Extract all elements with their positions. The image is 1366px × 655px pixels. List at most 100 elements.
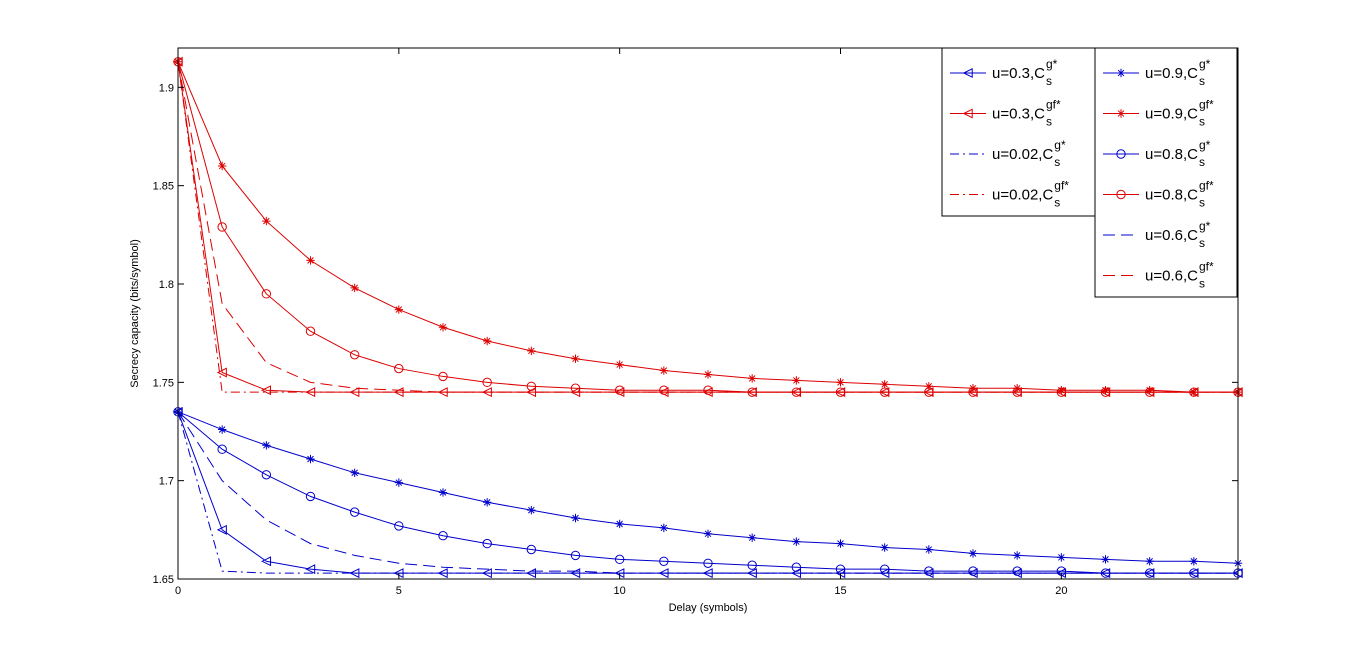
series-point-5-8: [527, 346, 536, 356]
series-point-5-6: [438, 323, 448, 332]
legend-sub-5: s: [1199, 115, 1205, 129]
series-point-6-1: [217, 444, 227, 454]
series-point-4-9: [571, 513, 580, 523]
legend-entry-8: u=0.6,Cg* s: [1103, 219, 1211, 250]
legend-sub-6: s: [1199, 155, 1205, 169]
legend-marker-0: [962, 67, 973, 79]
y-tick-label-4: 1.85: [153, 181, 174, 193]
series-point-7-8: [526, 381, 537, 391]
series-point-4-4: [350, 468, 359, 477]
series-point-0-3: [305, 564, 316, 575]
series-point-6-12: [703, 558, 713, 568]
legend: u=0.3,Cg*su=0.3,Cgf*su=0.02,Cg*su=0.02,C…: [941, 47, 1238, 298]
legend-marker-5: [1116, 109, 1126, 118]
series-line-2: [177, 411, 1238, 574]
y-axis-label: Secrecy capacity (bits/symbol): [129, 239, 141, 388]
y-tick-label-1: 1.7: [159, 476, 174, 488]
legend-sup-8: g*: [1199, 219, 1211, 233]
series-point-5-3: [306, 256, 315, 265]
legend-entry-9: u=0.6,Cgf* s: [1103, 260, 1214, 291]
legend-label-4: u=0.9,C: [1145, 65, 1198, 82]
axes: 0 5 10 15 20 1.65 1.7 1.75 1.8 1.85 1.9 Delay (symb…: [129, 47, 1239, 614]
series-point-5-13: [747, 374, 757, 383]
series-point-0-2: [261, 556, 272, 567]
legend-label-6: u=0.8,C: [1145, 146, 1198, 163]
series-point-6-3: [305, 491, 316, 502]
legend-sup-0: g*: [1046, 57, 1058, 71]
legend-label-8: u=0.6,C: [1145, 227, 1198, 244]
legend-sub-7: s: [1199, 196, 1205, 210]
series-point-6-7: [482, 538, 492, 549]
series-point-7-4: [349, 350, 360, 360]
series-point-6-18: [968, 566, 978, 576]
series-point-4-2: [262, 441, 271, 450]
legend-marker-7: [1116, 189, 1126, 200]
legend-entry-3: u=0.02,Cgf* s: [950, 179, 1069, 210]
series-point-4-5: [394, 478, 404, 487]
legend-label-9: u=0.6,C: [1145, 268, 1198, 285]
series-point-5-15: [836, 378, 845, 387]
legend-entry-4: u=0.9,Cg* s: [1103, 57, 1211, 88]
x-tick-label-1: 5: [396, 585, 402, 597]
x-tick-label-2: 10: [614, 585, 626, 597]
series-point-6-13: [747, 560, 757, 570]
series-point-0-1: [216, 524, 227, 535]
legend-label-3: u=0.02,C: [992, 187, 1053, 204]
series-point-4-1: [217, 425, 227, 434]
series-point-5-10: [615, 360, 624, 369]
legend-sup-1: gf*: [1046, 98, 1061, 112]
legend-entry-2: u=0.02,Cg* s: [950, 138, 1066, 169]
legend-sup-6: g*: [1199, 138, 1211, 152]
series-point-5-14: [792, 376, 801, 385]
series-point-5-20: [1057, 386, 1066, 395]
legend-entry-5: u=0.9,Cgf* s: [1103, 98, 1214, 129]
legend-sub-3: s: [1054, 196, 1060, 210]
series-line-6: [177, 411, 1238, 574]
x-tick-label-3: 15: [834, 585, 846, 597]
series-6: [173, 407, 1243, 578]
series-point-5-16: [880, 380, 889, 389]
series-point-6-14: [791, 562, 802, 572]
series-point-0-16: [879, 568, 890, 579]
series-line-9: [177, 61, 1238, 393]
series-point-4-7: [482, 498, 492, 507]
legend-box-1: [1094, 47, 1238, 298]
series-point-5-7: [482, 336, 492, 346]
series-point-6-4: [349, 507, 360, 517]
series-point-4-22: [1145, 557, 1154, 566]
legend-label-7: u=0.8,C: [1145, 187, 1198, 204]
legend-label-0: u=0.3,C: [992, 65, 1045, 82]
x-axis-label: Delay (symbols): [669, 602, 748, 614]
legend-entry-6: u=0.8,Cg* s: [1103, 138, 1211, 169]
y-tick-label-5: 1.9: [159, 82, 174, 94]
y-tick-label-0: 1.65: [153, 574, 174, 586]
series-point-4-11: [659, 523, 669, 533]
series-point-5-21: [1101, 386, 1110, 395]
series-point-5-11: [659, 366, 669, 375]
x-tick-label-4: 20: [1055, 585, 1067, 597]
series-point-6-5: [394, 521, 404, 531]
series-point-5-5: [394, 305, 404, 314]
legend-entry-1: u=0.3,Cgf* s: [950, 98, 1061, 129]
series-point-7-5: [394, 363, 404, 374]
series-point-4-3: [306, 454, 315, 464]
legend-label-1: u=0.3,C: [992, 106, 1045, 123]
series-point-0-4: [349, 568, 360, 579]
series-point-4-10: [615, 519, 624, 529]
series-point-0-7: [481, 568, 492, 579]
series-point-5-2: [262, 216, 271, 226]
series-point-5-1: [217, 161, 227, 171]
legend-sup-3: gf*: [1054, 179, 1069, 193]
series-point-5-12: [703, 370, 713, 379]
series-point-6-10: [614, 554, 625, 565]
legend-sup-9: gf*: [1199, 260, 1214, 274]
axes-frame: [177, 47, 1239, 580]
series-point-4-21: [1101, 555, 1110, 564]
y-tick-label-2: 1.75: [153, 377, 174, 389]
series-point-7-11: [659, 385, 669, 395]
series-point-4-14: [792, 537, 801, 546]
series-point-6-9: [570, 550, 581, 561]
series-point-4-12: [703, 529, 713, 538]
series-point-6-2: [261, 470, 272, 480]
